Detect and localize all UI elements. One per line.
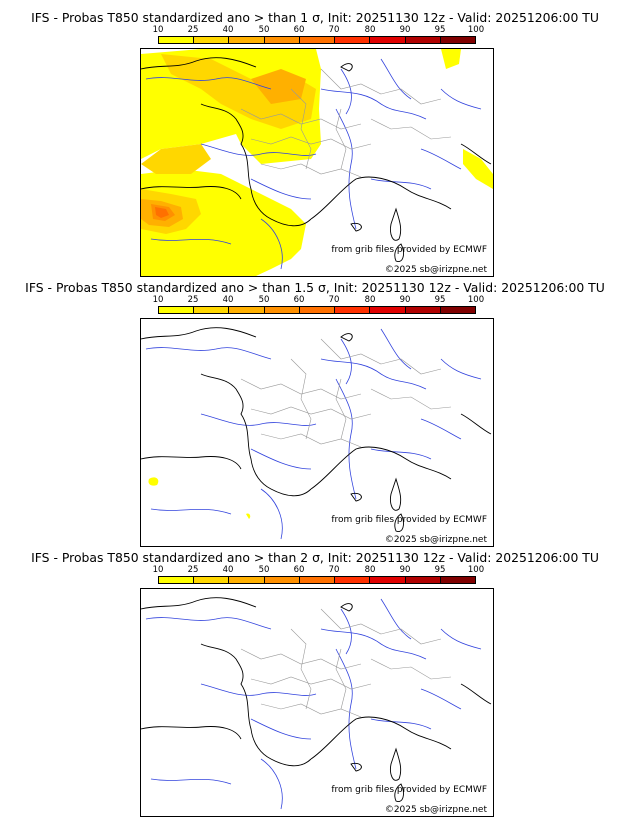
coastline: [141, 327, 492, 532]
copyright-credit: ©2025 sb@irizpne.net: [384, 805, 487, 815]
colorbar-bin: [440, 307, 475, 313]
probability-fill: [148, 477, 251, 519]
panel-title: IFS - Probas T850 standardized ano > tha…: [31, 550, 599, 565]
colorbar-bin: [194, 577, 230, 583]
colorbar: [158, 306, 476, 314]
tick-label: 100: [467, 25, 485, 35]
colorbar: [158, 36, 476, 44]
copyright-credit: ©2025 sb@irizpne.net: [384, 535, 487, 545]
colorbar-bin: [264, 577, 300, 583]
colorbar-bin: [405, 37, 441, 43]
colorbar: [158, 576, 476, 584]
colorbar-bin: [335, 307, 371, 313]
colorbar-bin: [370, 577, 406, 583]
map-canvas: [141, 49, 493, 276]
tick-label: 100: [467, 565, 485, 575]
probability-fill: [141, 49, 493, 276]
tick-label: 90: [399, 295, 411, 305]
colorbar-bin: [299, 577, 336, 583]
tick-label: 70: [328, 565, 340, 575]
colorbar-bin: [335, 37, 371, 43]
source-credit: from grib files provided by ECMWF: [331, 515, 487, 525]
colorbar-bin: [264, 307, 300, 313]
source-credit: from grib files provided by ECMWF: [331, 245, 487, 255]
map-canvas: [141, 597, 492, 810]
probability-map: from grib files provided by ECMWF ©2025 …: [140, 318, 494, 547]
tick-label: 70: [328, 295, 340, 305]
admin-borders: [240, 68, 452, 178]
source-credit: from grib files provided by ECMWF: [331, 785, 487, 795]
panel-title: IFS - Probas T850 standardized ano > tha…: [31, 10, 599, 25]
colorbar-bin: [229, 307, 265, 313]
colorbar-bin: [299, 37, 336, 43]
tick-label: 60: [293, 295, 305, 305]
colorbar-bin: [335, 577, 371, 583]
probability-map: from grib files provided by ECMWF ©2025 …: [140, 48, 494, 277]
tick-label: 95: [434, 25, 446, 35]
colorbar-bin: [370, 307, 406, 313]
colorbar-bin: [370, 37, 406, 43]
rivers: [145, 598, 482, 810]
coastline: [141, 597, 492, 802]
tick-label: 95: [434, 565, 446, 575]
tick-label: 50: [258, 25, 270, 35]
rivers: [145, 58, 482, 270]
colorbar-bin: [440, 37, 475, 43]
tick-label: 60: [293, 565, 305, 575]
tick-label: 25: [187, 565, 199, 575]
colorbar-bin: [159, 577, 195, 583]
tick-label: 10: [152, 295, 164, 305]
tick-label: 90: [399, 25, 411, 35]
probability-map: from grib files provided by ECMWF ©2025 …: [140, 588, 494, 817]
tick-label: 40: [222, 295, 234, 305]
colorbar-bin: [440, 577, 475, 583]
colorbar-bin: [299, 307, 336, 313]
colorbar-ticks: 10 25 40 50 60 70 80 90 95 100: [140, 295, 496, 305]
tick-label: 10: [152, 565, 164, 575]
colorbar-ticks: 10 25 40 50 60 70 80 90 95 100: [140, 565, 496, 575]
colorbar-bin: [405, 577, 441, 583]
copyright-credit: ©2025 sb@irizpne.net: [384, 265, 487, 275]
coastline: [141, 57, 492, 262]
admin-borders: [240, 338, 452, 448]
colorbar-bin: [405, 307, 441, 313]
tick-label: 50: [258, 295, 270, 305]
tick-label: 25: [187, 25, 199, 35]
admin-borders: [240, 608, 452, 718]
colorbar-bin: [194, 37, 230, 43]
colorbar-bin: [264, 37, 300, 43]
tick-label: 100: [467, 295, 485, 305]
tick-label: 80: [364, 295, 376, 305]
colorbar-bin: [159, 307, 195, 313]
colorbar-bin: [229, 577, 265, 583]
tick-label: 80: [364, 25, 376, 35]
colorbar-bin: [229, 37, 265, 43]
tick-label: 25: [187, 295, 199, 305]
map-canvas: [141, 327, 492, 540]
tick-label: 90: [399, 565, 411, 575]
colorbar-bin: [159, 37, 195, 43]
tick-label: 80: [364, 565, 376, 575]
colorbar-bin: [194, 307, 230, 313]
tick-label: 40: [222, 25, 234, 35]
tick-label: 95: [434, 295, 446, 305]
tick-label: 60: [293, 25, 305, 35]
tick-label: 10: [152, 25, 164, 35]
tick-label: 50: [258, 565, 270, 575]
rivers: [145, 328, 482, 540]
panel-title: IFS - Probas T850 standardized ano > tha…: [25, 280, 605, 295]
colorbar-ticks: 10 25 40 50 60 70 80 90 95 100: [140, 25, 496, 35]
tick-label: 40: [222, 565, 234, 575]
tick-label: 70: [328, 25, 340, 35]
